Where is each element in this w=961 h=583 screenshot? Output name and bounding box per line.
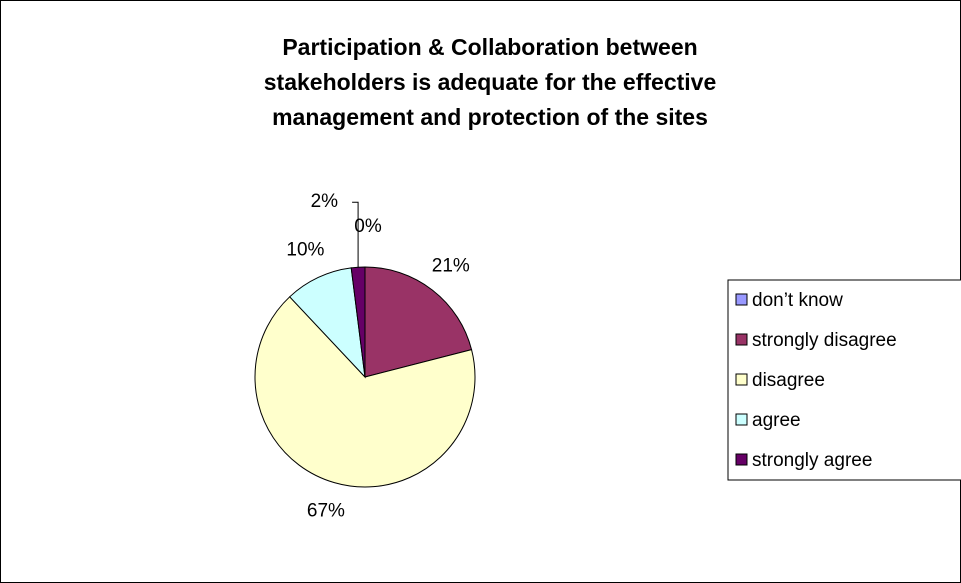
data-label: 21%	[432, 255, 470, 276]
legend-label: don’t know	[752, 290, 843, 311]
pie-slice	[364, 266, 473, 378]
pie-slice	[254, 296, 476, 488]
legend-swatch	[735, 293, 748, 306]
data-label: 0%	[354, 216, 382, 237]
leader-line	[352, 201, 359, 268]
data-label: 2%	[311, 191, 339, 212]
legend-label: agree	[752, 410, 801, 431]
legend-label: disagree	[752, 370, 825, 391]
data-label: 10%	[286, 239, 324, 260]
chart-title: Participation & Collaboration between st…	[263, 34, 717, 130]
legend-swatch	[735, 413, 748, 426]
data-label: 67%	[307, 500, 345, 521]
legend-swatch	[735, 373, 748, 386]
legend-label: strongly disagree	[752, 330, 897, 351]
legend-label: strongly agree	[752, 450, 872, 471]
legend-swatch	[735, 333, 748, 346]
legend-box	[727, 279, 961, 481]
legend-swatch	[735, 453, 748, 466]
